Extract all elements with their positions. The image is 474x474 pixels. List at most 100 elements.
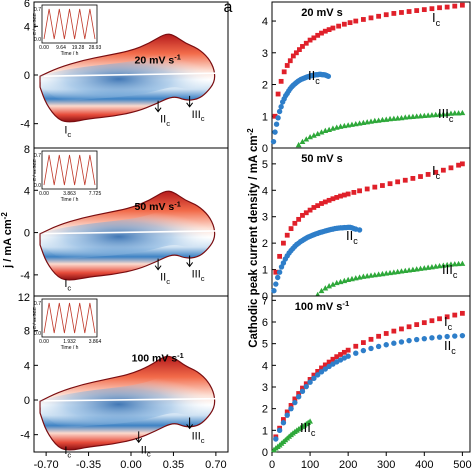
marker-triangle [413,113,420,119]
y-tick-label: 0 [24,70,30,82]
peak-label-I: Ic [64,125,71,139]
x-tick-label-right: 0 [269,459,275,471]
marker-square [287,58,293,64]
marker-square [406,9,412,14]
inset-xlabel: Time / h [61,197,79,203]
y-tick-label: 8 [24,326,30,338]
inset-xlabel: Time / h [61,51,79,57]
inset-ytick: 0.0 [34,331,41,337]
marker-triangle [310,132,317,138]
inset-ylabel: E / vs.SCE [32,13,37,35]
marker-square [338,352,343,357]
inset-xtick: 9.64 [56,45,66,51]
inset-triangle-wave [43,8,96,40]
marker-triangle [295,141,302,148]
marker-circle [391,340,397,346]
marker-square [307,37,313,43]
marker-triangle [318,129,325,135]
marker-triangle [455,110,462,116]
marker-triangle [459,109,466,116]
marker-triangle [459,260,466,266]
marker-circle [421,335,428,342]
marker-triangle [436,111,443,117]
marker-triangle [394,115,401,121]
marker-square [380,183,385,188]
series-IIIc [271,418,313,453]
marker-square [351,190,357,195]
marker-circle [295,394,302,400]
series-Ic [273,161,465,275]
marker-square [391,11,397,16]
marker-circle [273,436,279,442]
marker-circle [299,388,306,395]
marker-square [334,354,340,360]
scan-rate-label: 20 mV s [301,7,343,19]
marker-circle [459,332,466,339]
peak-arrow [186,417,194,430]
series-IIIc [314,260,466,298]
y-tick-label: 4 [262,185,268,197]
series-label-IIIc: IIIc [300,420,316,438]
peak-arrow [186,95,194,108]
x-tick-label-left: -0.35 [76,459,101,471]
y-tick-label: 0 [24,228,30,240]
peak-label-I: Ic [64,445,71,459]
marker-triangle [425,112,432,118]
marker-square [307,377,313,382]
scan-rate-label: 100 mV s-1 [295,299,350,313]
right-ylabel: Cathodic peak current density / mA cm-2 [246,128,260,348]
y-top-edge-label: 6 [24,0,30,10]
marker-circle [406,337,412,344]
marker-square [307,207,313,213]
y-tick-label: 1 [262,265,268,277]
marker-circle [307,379,313,385]
marker-square [311,35,317,41]
marker-circle [325,73,332,79]
series-IIIc [295,109,466,148]
marker-square [444,314,450,320]
marker-circle [288,405,294,412]
y-tick-label: 2 [262,238,268,250]
marker-square [284,232,290,238]
y-tick-label: 2 [262,80,268,92]
marker-circle [360,347,367,354]
marker-triangle [299,138,306,145]
marker-square [452,312,458,318]
marker-square [292,396,298,402]
y-tick-label: 5 [262,159,268,171]
marker-circle [276,108,283,115]
marker-square [296,216,302,222]
marker-square [297,47,302,53]
marker-triangle [390,115,397,121]
x-tick-label-right: 100 [301,459,319,471]
marker-square [440,167,446,173]
y-tick-label: 1 [262,111,268,123]
marker-square [459,161,465,167]
inset-xtick: 0.00 [39,339,49,345]
marker-square [414,8,420,13]
marker-square [421,7,427,13]
marker-square [300,44,305,49]
marker-square [383,12,389,18]
y-tick-label: -4 [20,430,30,442]
scan-rate-label: 100 mV s-1 [132,351,184,365]
marker-square [322,362,328,368]
y-tick-label: 2 [262,404,268,416]
peak-panel-1: 0 1 2 3 4 20 mV s Ic IIc IIIc [262,1,471,155]
marker-triangle [387,115,393,122]
marker-square [319,201,324,206]
marker-square [452,3,458,9]
marker-circle [292,399,298,406]
y-tick-label: 0 [24,395,30,407]
peak-label-II: IIc [141,444,151,458]
marker-square [395,179,401,185]
marker-square [364,186,370,192]
marker-square [444,4,450,10]
cv-panel-3: -4 0 4 8 12 100 mV s-1 Ic IIc IIIc 0.7 0.0 E / vs.S… [18,292,229,460]
marker-circle [275,274,281,281]
marker-circle [413,336,420,343]
peak-panel-2: 0 1 2 3 4 5 50 mV s Ic IIc IIIc [262,147,471,303]
y-tick-label: 3 [262,382,268,394]
marker-square [326,359,332,365]
